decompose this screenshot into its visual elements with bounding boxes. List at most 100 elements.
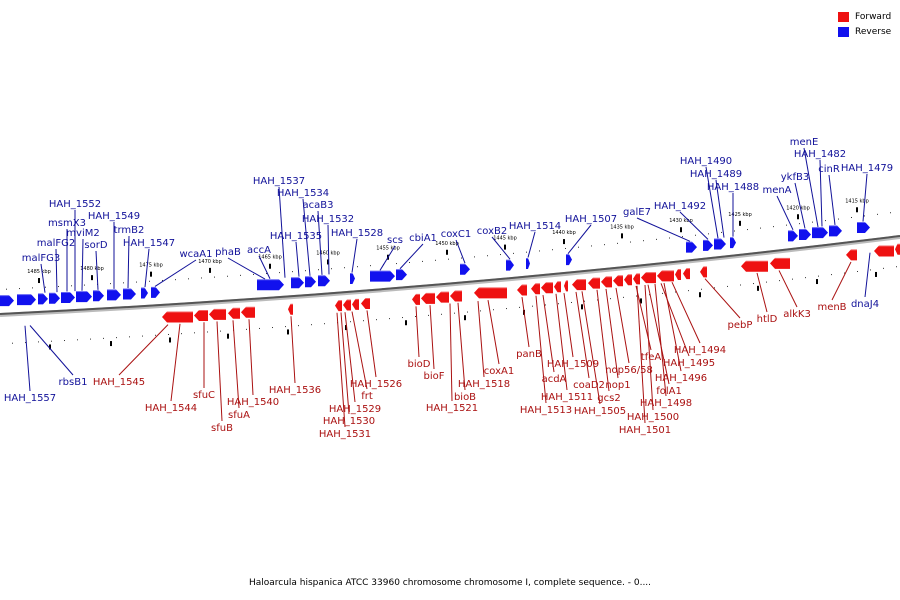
forward-gene: [675, 269, 681, 281]
reverse-gene: [123, 288, 136, 300]
reverse-gene: [257, 279, 284, 291]
guide-dot: [825, 220, 826, 222]
guide-dot: [519, 306, 520, 308]
label-leader: [555, 293, 568, 391]
forward-gene: [554, 281, 561, 293]
guide-dot: [77, 339, 78, 341]
label-leader: [647, 284, 670, 385]
scale-tick-lower: [405, 320, 407, 326]
guide-dot: [227, 275, 228, 277]
forward-gene: [874, 245, 894, 257]
guide-dot: [175, 279, 176, 281]
scale-tick: [739, 220, 741, 226]
label-leader: [776, 195, 794, 231]
backbone-line: [0, 235, 900, 315]
guide-dot: [812, 221, 813, 223]
scale-tick-label: 1430 kbp: [669, 218, 693, 224]
scale-tick-lower: [287, 329, 289, 335]
guide-dot: [688, 290, 689, 292]
label-leader: [636, 285, 646, 424]
reverse-gene: [350, 273, 355, 285]
guide-dot: [324, 323, 325, 325]
guide-dot: [747, 229, 748, 231]
gene-label: HAH_1549: [88, 211, 140, 222]
guide-dot: [357, 266, 358, 268]
gene-label: acaB3: [303, 200, 334, 211]
label-leader: [671, 281, 701, 344]
scale-tick-label: 1450 kbp: [435, 241, 459, 247]
guide-dot: [656, 238, 657, 240]
forward-gene: [162, 311, 193, 323]
guide-dot: [142, 335, 143, 337]
gene-label: folA1: [656, 386, 682, 397]
scale-tick-label: 1420 kbp: [786, 205, 810, 211]
label-leader: [862, 173, 868, 222]
label-leader: [449, 303, 453, 402]
label-leader: [831, 261, 852, 301]
guide-dot: [32, 287, 33, 289]
guide-dot: [103, 337, 104, 339]
guide-dot: [448, 258, 449, 260]
scale-tick-lower: [49, 344, 51, 350]
label-leader: [351, 238, 358, 273]
scale-tick: [504, 244, 506, 250]
gene-label: scs: [387, 235, 403, 246]
label-leader: [704, 278, 741, 319]
forward-gene: [517, 284, 527, 296]
forward-gene: [846, 249, 857, 261]
guide-dot: [591, 245, 592, 247]
label-leader: [366, 310, 377, 378]
guide-dot: [480, 310, 481, 312]
gene-label: malFG2: [37, 238, 76, 249]
label-leader: [794, 182, 806, 229]
label-leader: [644, 284, 654, 411]
gene-label: HAH_1521: [426, 403, 478, 414]
forward-gene: [343, 299, 351, 311]
label-leader: [477, 301, 485, 378]
guide-dot: [376, 319, 377, 321]
guide-dot: [331, 268, 332, 270]
forward-gene: [436, 291, 449, 303]
guide-dot: [51, 340, 52, 342]
guide-dot: [890, 212, 891, 214]
forward-gene: [361, 298, 370, 310]
guide-dot: [649, 294, 650, 296]
guide-dot: [532, 305, 533, 307]
forward-gene: [770, 257, 790, 269]
reverse-gene: [141, 287, 148, 299]
guide-dot: [363, 320, 364, 322]
label-leader: [118, 324, 169, 376]
reverse-gene: [396, 269, 407, 281]
label-leader: [415, 306, 420, 358]
label-leader: [567, 224, 592, 255]
scale-tick: [327, 259, 329, 265]
forward-gene: [450, 290, 462, 302]
label-leader: [336, 312, 346, 428]
gene-label: msmX3: [48, 218, 86, 229]
gene-label: HAH_1532: [302, 214, 354, 225]
reverse-gene: [107, 289, 121, 301]
guide-dot: [883, 267, 884, 269]
guide-dot: [760, 227, 761, 229]
guide-dot: [71, 285, 72, 287]
reverse-gene: [566, 254, 572, 266]
gene-label: HAH_1513: [520, 405, 572, 416]
guide-dot: [773, 226, 774, 228]
label-leader: [819, 159, 823, 227]
guide-dot: [168, 333, 169, 335]
guide-dot: [604, 244, 605, 246]
gene-label: HAH_1509: [547, 359, 599, 370]
guide-dot: [12, 342, 13, 344]
guide-dot: [305, 270, 306, 272]
guide-dot: [838, 218, 839, 220]
forward-gene: [700, 266, 707, 278]
forward-gene: [657, 270, 674, 282]
label-leader: [154, 259, 197, 287]
forward-gene: [895, 243, 900, 255]
gene-label: phaB: [215, 247, 241, 258]
guide-dot: [181, 333, 182, 335]
gene-label: accA: [247, 245, 271, 256]
label-leader: [227, 257, 266, 280]
forward-gene: [741, 260, 768, 272]
gene-label: HAH_1526: [350, 379, 402, 390]
